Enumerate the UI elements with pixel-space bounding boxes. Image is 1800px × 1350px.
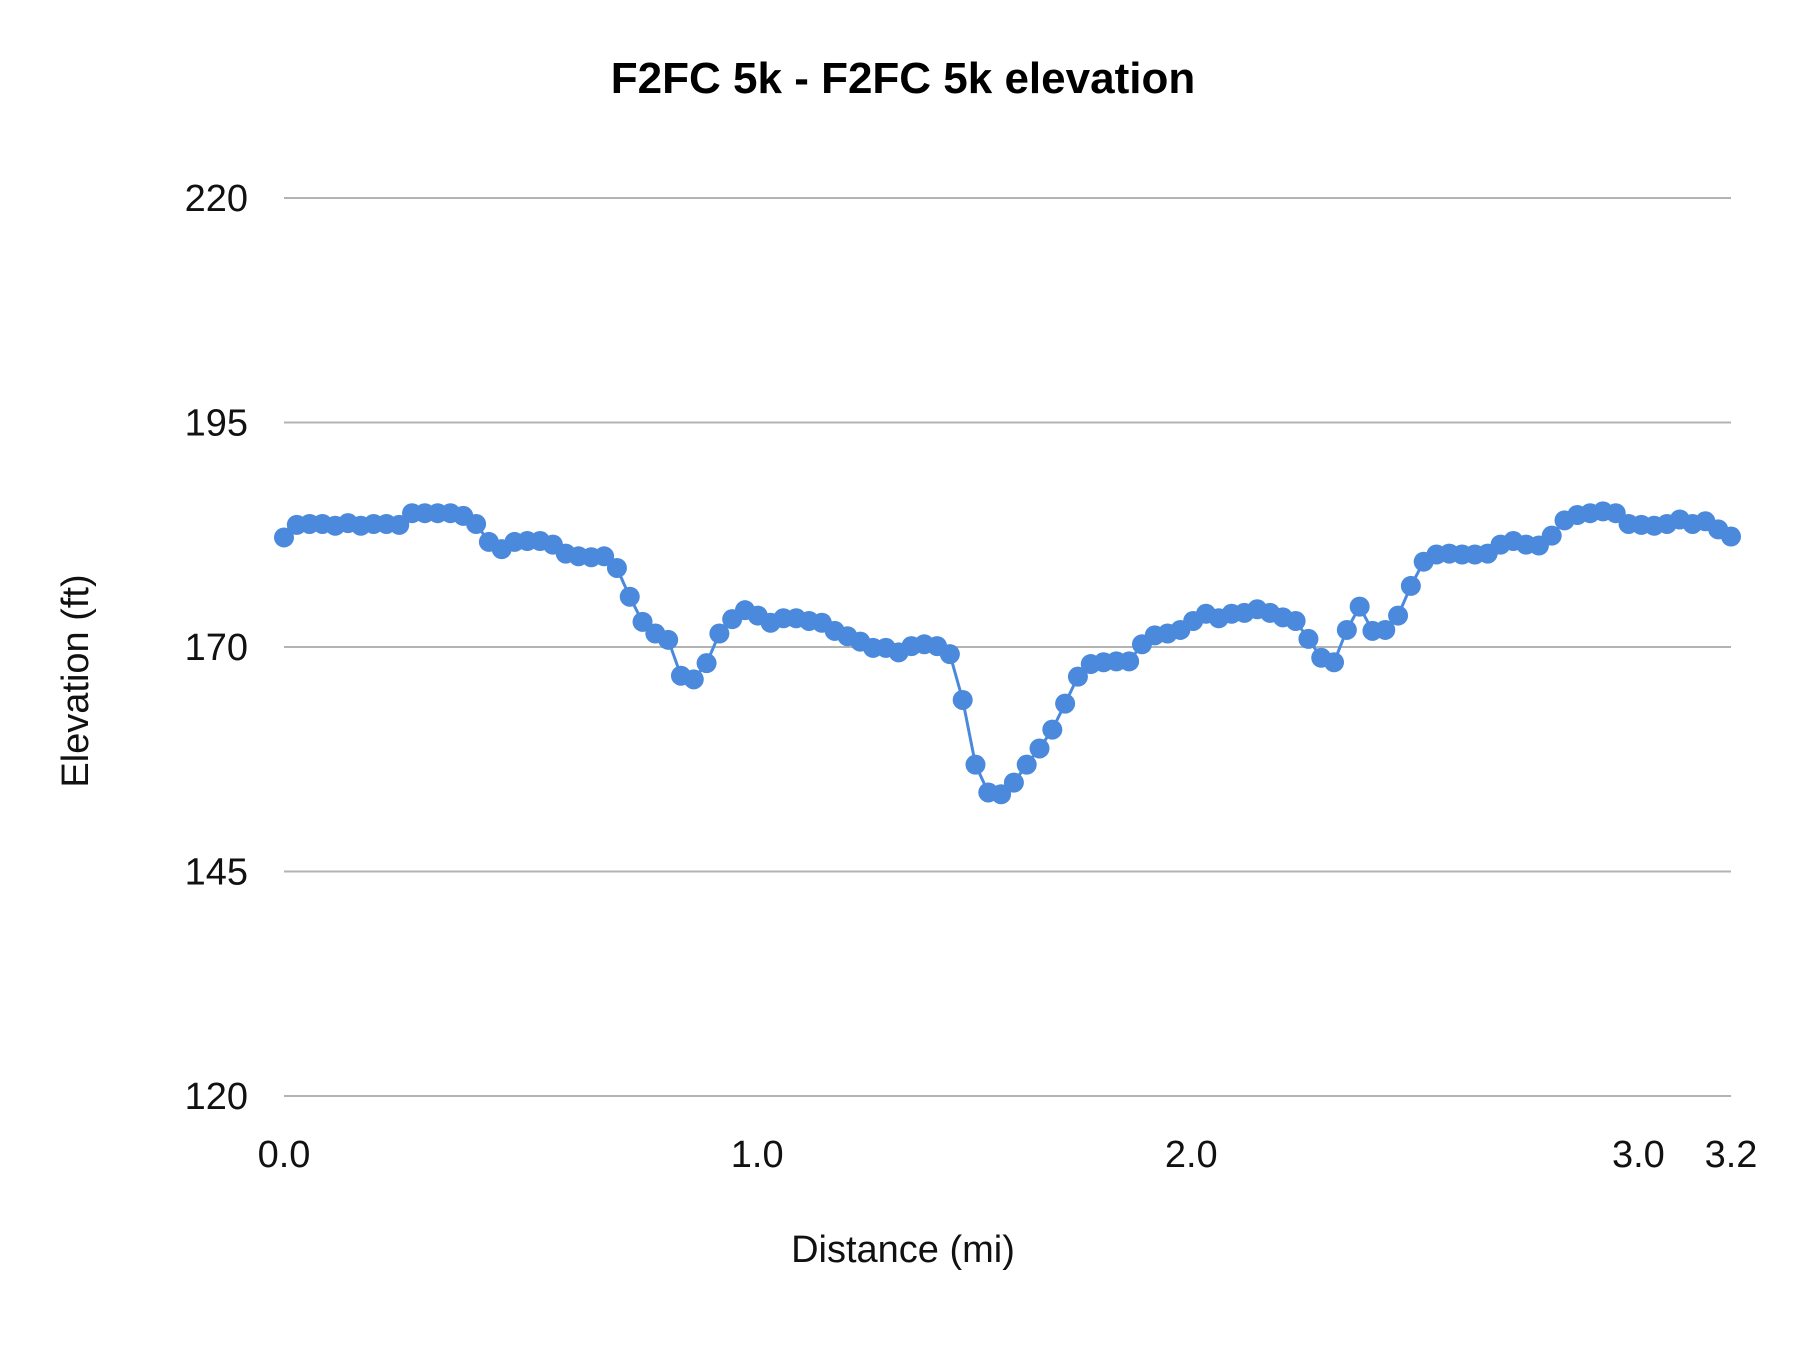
chart-title: F2FC 5k - F2FC 5k elevation bbox=[611, 54, 1195, 103]
x-tick-labels: 0.0 1.0 2.0 3.0 3.2 bbox=[258, 1134, 1758, 1176]
data-point bbox=[632, 611, 653, 632]
data-point bbox=[619, 586, 640, 607]
x-tick-label: 1.0 bbox=[731, 1134, 784, 1176]
data-point bbox=[1067, 666, 1088, 687]
data-point bbox=[696, 653, 717, 674]
data-point bbox=[1721, 526, 1741, 547]
data-point bbox=[1298, 628, 1319, 649]
series-points bbox=[274, 501, 1741, 805]
data-point bbox=[1375, 619, 1396, 640]
y-tick-label: 145 bbox=[185, 852, 248, 894]
x-tick-label: 0.0 bbox=[258, 1134, 311, 1176]
data-point bbox=[1119, 651, 1140, 672]
data-point bbox=[1055, 693, 1076, 714]
x-axis-title: Distance (mi) bbox=[791, 1229, 1015, 1271]
y-tick-label: 170 bbox=[185, 627, 248, 669]
data-point bbox=[991, 784, 1012, 805]
data-point bbox=[1042, 719, 1063, 740]
data-point bbox=[1016, 754, 1037, 775]
x-tick-label: 3.0 bbox=[1612, 1134, 1665, 1176]
y-tick-label: 120 bbox=[185, 1076, 248, 1118]
data-point bbox=[1388, 605, 1409, 626]
data-point bbox=[1029, 738, 1050, 759]
data-point bbox=[1336, 619, 1357, 640]
data-point bbox=[606, 557, 627, 578]
gridlines bbox=[284, 197, 1731, 1097]
y-tick-label: 220 bbox=[185, 178, 248, 220]
data-point bbox=[952, 689, 973, 710]
data-point bbox=[1349, 596, 1370, 617]
data-point bbox=[389, 514, 410, 535]
data-point bbox=[274, 527, 294, 548]
data-point bbox=[709, 623, 730, 644]
y-tick-labels: 220 195 170 145 120 bbox=[185, 178, 248, 1118]
data-point bbox=[1400, 575, 1421, 596]
y-tick-label: 195 bbox=[185, 403, 248, 445]
data-point bbox=[658, 629, 679, 650]
data-point bbox=[1541, 525, 1562, 546]
data-point bbox=[1324, 652, 1345, 673]
data-point bbox=[466, 513, 487, 534]
data-point bbox=[594, 546, 615, 567]
data-point bbox=[1003, 772, 1024, 793]
data-point bbox=[683, 669, 704, 690]
x-tick-label: 3.2 bbox=[1705, 1134, 1758, 1176]
x-tick-label: 2.0 bbox=[1165, 1134, 1218, 1176]
data-point bbox=[1285, 610, 1306, 631]
y-axis-title: Elevation (ft) bbox=[55, 574, 97, 787]
data-point bbox=[939, 644, 960, 665]
data-point bbox=[965, 754, 986, 775]
